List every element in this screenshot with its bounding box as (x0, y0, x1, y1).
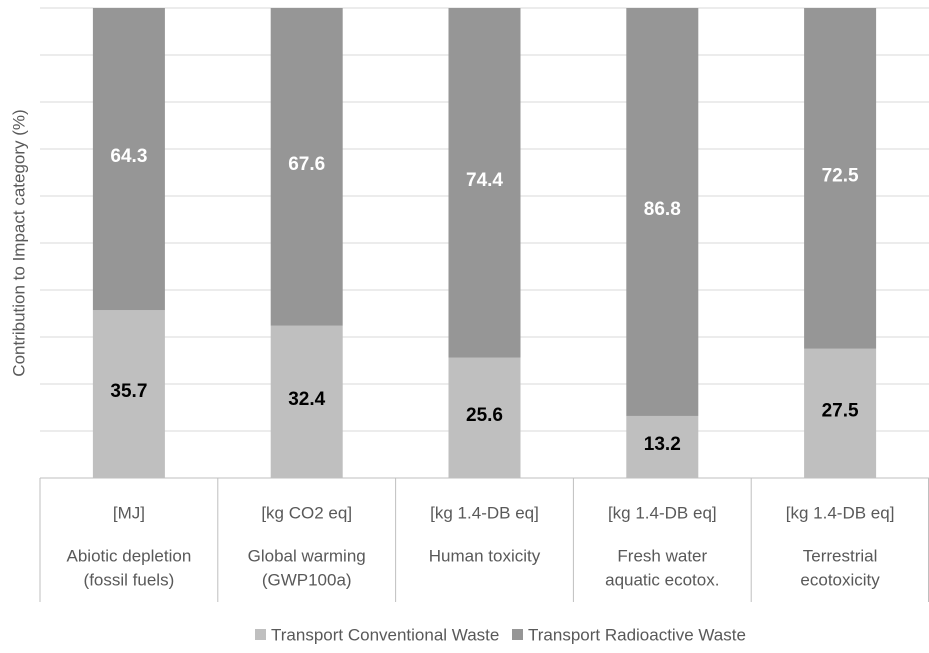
legend-swatch (512, 629, 523, 640)
unit-label: [kg 1.4-DB eq] (786, 503, 895, 522)
x-tick-label: Global warming (248, 546, 366, 565)
y-axis-label: Contribution to Impact category (%) (9, 109, 28, 376)
value-label: 25.6 (466, 405, 503, 426)
legend-label: Transport Conventional Waste (271, 625, 499, 644)
x-tick-label: aquatic ecotox. (605, 570, 719, 589)
x-tick-label: ecotoxicity (800, 570, 880, 589)
value-label: 27.5 (822, 400, 859, 421)
unit-label: [MJ] (113, 503, 145, 522)
x-tick-label: Fresh water (617, 546, 707, 565)
value-label: 74.4 (466, 170, 503, 191)
bar-segment (270, 8, 343, 326)
value-label: 32.4 (288, 389, 325, 410)
bar-segment (92, 8, 165, 311)
legend-swatch (255, 629, 266, 640)
value-label: 67.6 (288, 154, 325, 175)
unit-label: [kg CO2 eq] (261, 503, 352, 522)
bar-segment (804, 348, 877, 478)
x-tick-label: (GWP100a) (262, 570, 352, 589)
x-tick-label: Abiotic depletion (67, 546, 192, 565)
x-tick-label: (fossil fuels) (84, 570, 175, 589)
value-label: 86.8 (644, 199, 681, 220)
value-label: 72.5 (822, 165, 859, 186)
x-tick-label: Terrestrial (803, 546, 878, 565)
bar-segment (626, 8, 699, 416)
value-label: 13.2 (644, 434, 681, 455)
bar-segment (92, 310, 165, 478)
value-label: 64.3 (110, 146, 147, 167)
unit-label: [kg 1.4-DB eq] (430, 503, 539, 522)
bar-segment (448, 8, 521, 358)
bar-segment (270, 325, 343, 478)
bar-segment (448, 357, 521, 478)
bar-segment (804, 8, 877, 349)
unit-label: [kg 1.4-DB eq] (608, 503, 717, 522)
x-tick-label: Human toxicity (429, 546, 541, 565)
legend-label: Transport Radioactive Waste (528, 625, 746, 644)
value-label: 35.7 (110, 381, 147, 402)
bar-segment (626, 415, 699, 478)
